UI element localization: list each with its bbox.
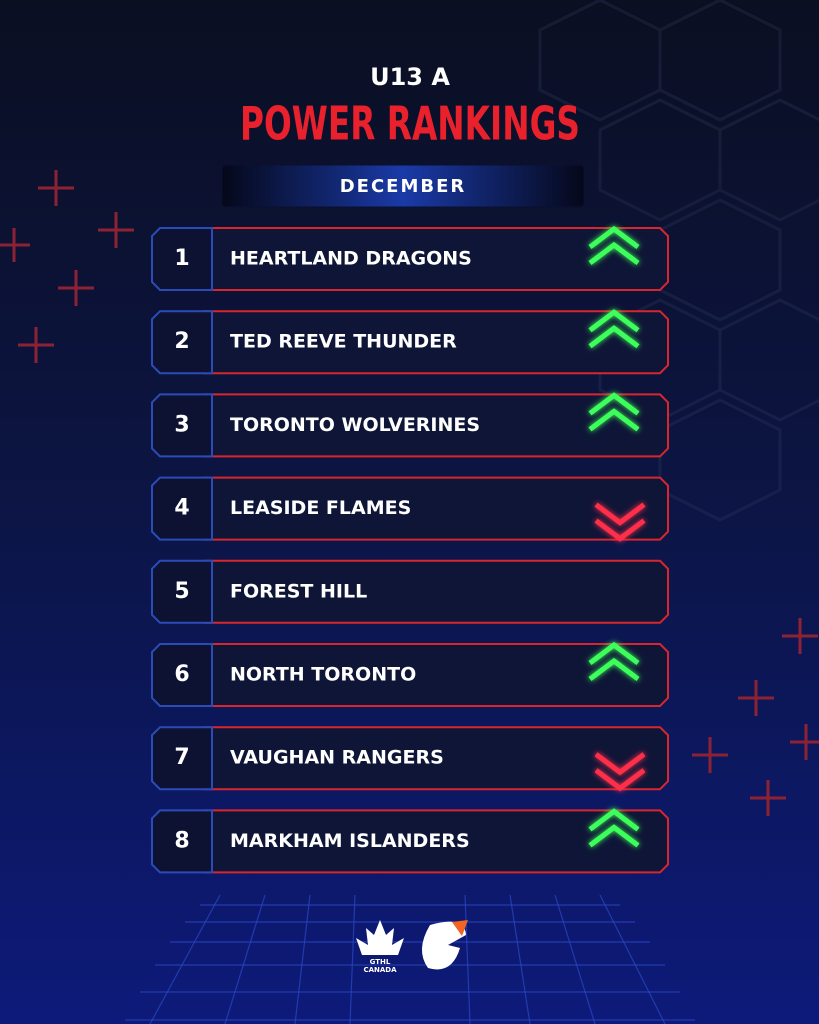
floor-grid [125,894,695,1024]
chevron [588,808,640,832]
ranking-row: 2 TED REEVE THUNDER [151,309,669,375]
chevron [588,225,640,249]
logo-line1: GTHL [370,958,391,966]
gatorade-icon [421,921,466,970]
chevron [588,241,640,265]
maple-leaf-icon [356,920,404,955]
ranking-row: 3 TORONTO WOLVERINES [151,392,669,458]
trend-icon [588,641,640,681]
team-name: TED REEVE THUNDER [230,331,457,353]
chevron [588,392,640,416]
rank: 6 [174,662,189,687]
ranking-row: 7 VAUGHAN RANGERS [151,726,669,792]
cross-decorations [0,170,819,816]
rank-box [151,310,213,375]
team-name: NORTH TORONTO [230,664,416,686]
chevron [588,325,640,349]
rank-box [151,476,213,541]
title: POWER RANKINGS [240,97,580,151]
rank: 2 [174,329,189,354]
team-name: FOREST HILL [230,580,367,602]
rank: 4 [174,496,189,521]
trend-icon [594,752,646,792]
chevron [588,641,640,665]
rank-box [151,726,213,791]
team-name: TORONTO WOLVERINES [230,414,480,436]
trend-icon [594,502,646,542]
gatorade-bolt [452,920,468,936]
month-badge [221,164,585,208]
rank: 5 [174,579,189,604]
rank-box [151,809,213,874]
trend-icon [588,309,640,349]
rank-box [151,643,213,707]
chevron [594,752,646,776]
trend-icon [588,225,640,265]
month: DECEMBER [340,176,467,197]
ranking-row: 8 MARKHAM ISLANDERS [151,808,669,874]
chevron [594,518,646,542]
team-name: VAUGHAN RANGERS [230,747,444,769]
team-name: LEASIDE FLAMES [230,497,411,519]
rank-box [151,393,213,458]
chevron [594,768,646,792]
ranking-row: 1 HEARTLAND DRAGONS [151,225,669,291]
rankings-list: 1 HEARTLAND DRAGONS 2 TED REEVE THUNDER 3 TOR… [151,225,669,874]
team-name: MARKHAM ISLANDERS [230,830,470,852]
rank: 1 [174,246,189,271]
rank-box [151,559,213,624]
team-name: HEARTLAND DRAGONS [230,248,472,270]
chevron [588,408,640,432]
chevron [588,824,640,848]
rank: 3 [174,412,189,437]
logo-line2: CANADA [363,966,397,974]
rank-box [151,227,213,291]
chevron [588,657,640,681]
rank: 7 [174,745,189,770]
chevron [594,502,646,526]
rank: 8 [174,828,189,853]
chevron [588,309,640,333]
subtitle: U13 A [370,63,450,91]
trend-icon [588,392,640,432]
footer-logos: GTHL CANADA [356,920,468,974]
trend-icon [588,808,640,848]
ranking-row: 6 NORTH TORONTO [151,641,669,707]
ranking-row: 5 FOREST HILL [151,559,669,624]
ranking-row: 4 LEASIDE FLAMES [151,476,669,542]
